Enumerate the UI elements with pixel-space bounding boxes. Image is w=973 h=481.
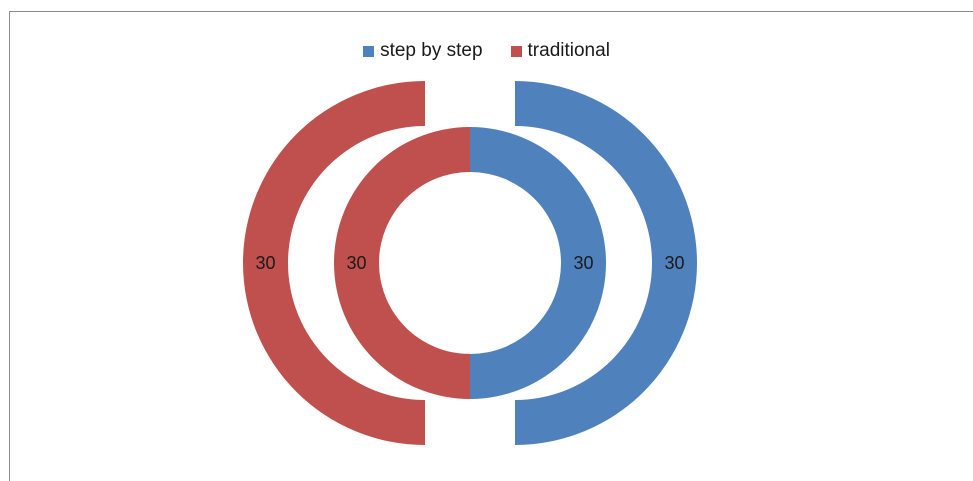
outer-ring-segment-1 (243, 81, 425, 445)
inner-ring-segment-1 (334, 127, 470, 399)
chart-area (9, 11, 973, 481)
legend-label-step-by-step: step by step (380, 40, 483, 61)
inner-ring-label-0: 30 (573, 253, 593, 273)
outer-ring-segment-0 (515, 81, 697, 445)
inner-ring-segment-0 (470, 127, 606, 399)
inner-ring-label-1: 30 (346, 253, 366, 273)
legend-swatch-traditional (510, 45, 522, 57)
legend-item-traditional: traditional (510, 40, 610, 62)
legend-item-step-by-step: step by step (363, 40, 483, 62)
outer-ring-label-1: 30 (255, 253, 275, 273)
legend-label-traditional: traditional (527, 40, 610, 61)
outer-ring-label-0: 30 (664, 253, 684, 273)
legend-swatch-step-by-step (363, 45, 375, 57)
chart-legend: step by step traditional (0, 40, 973, 62)
